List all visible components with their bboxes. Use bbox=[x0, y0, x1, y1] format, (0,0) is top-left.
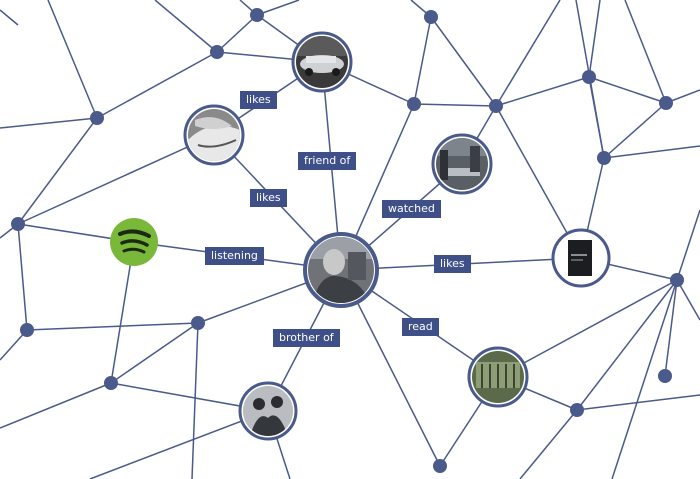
node-center-person bbox=[303, 232, 379, 308]
label-likes-top: likes bbox=[240, 91, 277, 109]
node-dot bbox=[90, 111, 104, 125]
node-dot bbox=[597, 151, 611, 165]
label-likes-left: likes bbox=[250, 189, 287, 207]
label-listening: listening bbox=[205, 247, 264, 265]
label-brother-of: brother of bbox=[273, 329, 340, 347]
label-likes-right: likes bbox=[434, 255, 471, 273]
label-friend-of: friend of bbox=[298, 152, 357, 170]
node-dot bbox=[489, 99, 503, 113]
node-dot bbox=[659, 96, 673, 110]
node-dot bbox=[104, 376, 118, 390]
label-read: read bbox=[402, 318, 439, 336]
node-brother bbox=[238, 381, 298, 441]
node-dot bbox=[658, 369, 672, 383]
node-dot bbox=[433, 459, 447, 473]
node-hands bbox=[183, 104, 245, 166]
node-dot bbox=[407, 97, 421, 111]
label-watched: watched bbox=[382, 200, 441, 218]
node-dot bbox=[20, 323, 34, 337]
node-movie bbox=[431, 133, 493, 195]
node-dot bbox=[250, 8, 264, 22]
node-dot bbox=[424, 10, 438, 24]
node-dot bbox=[210, 45, 224, 59]
node-dot bbox=[570, 403, 584, 417]
spotify-icon bbox=[118, 229, 151, 238]
node-reading bbox=[467, 346, 529, 408]
node-car bbox=[291, 31, 353, 93]
node-dot bbox=[191, 316, 205, 330]
node-music-app bbox=[110, 218, 158, 266]
network-dots bbox=[11, 8, 684, 473]
node-dot bbox=[582, 70, 596, 84]
node-dot bbox=[11, 217, 25, 231]
node-dot bbox=[670, 273, 684, 287]
node-book bbox=[551, 228, 611, 288]
